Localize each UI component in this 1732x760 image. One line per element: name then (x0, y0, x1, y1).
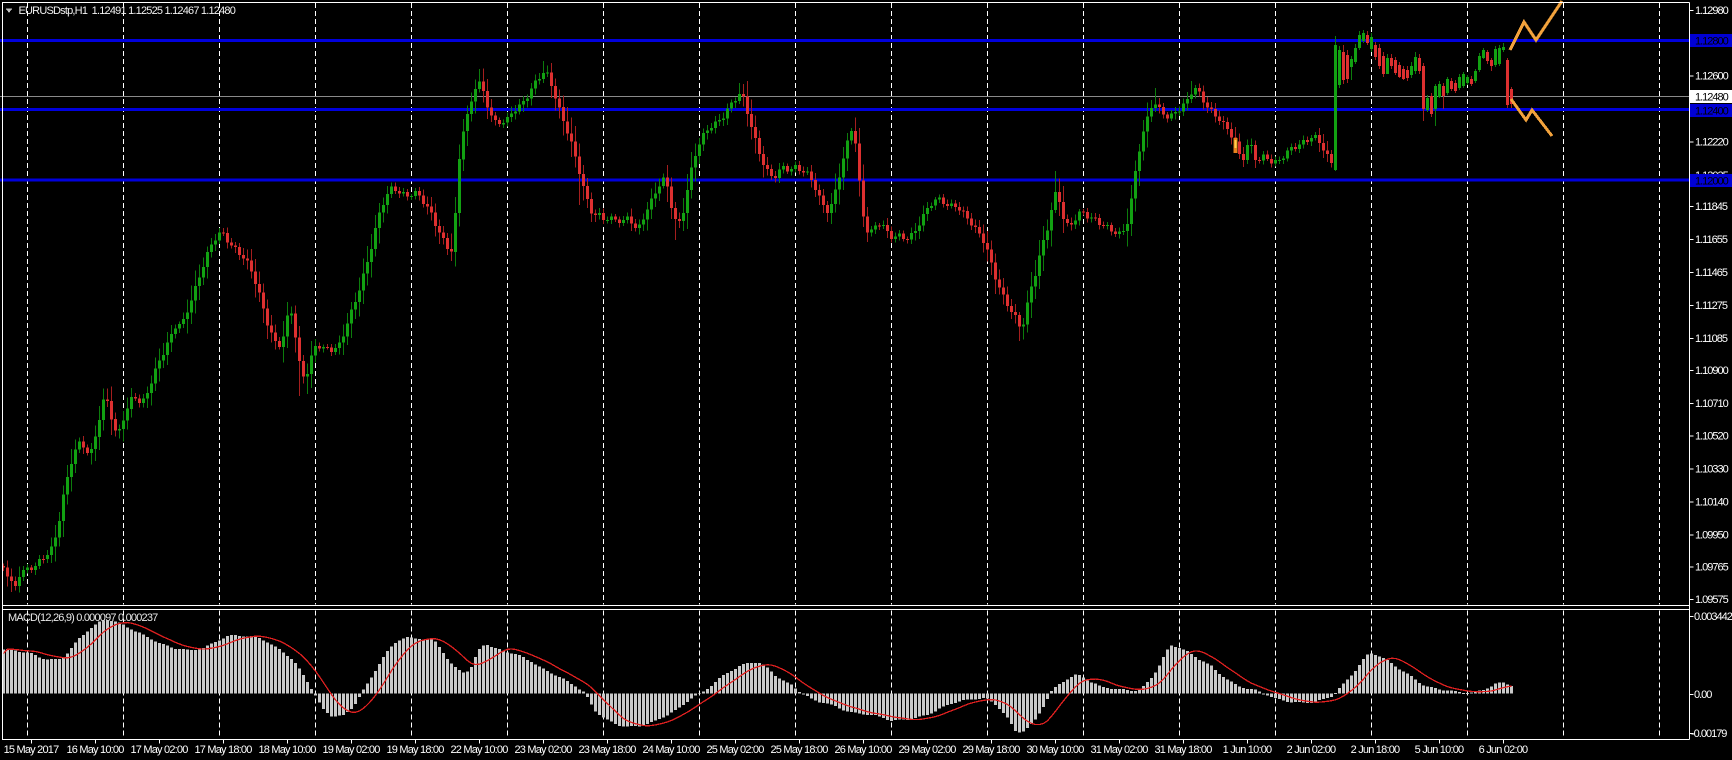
svg-text:17 May 02:00: 17 May 02:00 (130, 744, 188, 756)
svg-text:1.10140: 1.10140 (1695, 497, 1729, 509)
svg-text:18 May 10:00: 18 May 10:00 (258, 744, 316, 756)
svg-text:1.09765: 1.09765 (1695, 562, 1729, 574)
svg-text:31 May 02:00: 31 May 02:00 (1090, 744, 1148, 756)
svg-text:24 May 10:00: 24 May 10:00 (642, 744, 700, 756)
svg-text:1.12000: 1.12000 (1695, 176, 1729, 188)
svg-text:6 Jun 02:00: 6 Jun 02:00 (1479, 744, 1528, 756)
svg-text:5 Jun 10:00: 5 Jun 10:00 (1415, 744, 1464, 756)
svg-text:1.11655: 1.11655 (1695, 234, 1728, 246)
svg-text:1.09950: 1.09950 (1695, 530, 1729, 542)
svg-text:17 May 18:00: 17 May 18:00 (194, 744, 252, 756)
svg-text:EURUSDstp,H1 1.12491 1.12525: EURUSDstp,H1 1.12491 1.12525 1.12467 1.1… (19, 5, 236, 17)
svg-text:1 Jun 10:00: 1 Jun 10:00 (1223, 744, 1272, 756)
svg-text:1.11845: 1.11845 (1695, 201, 1728, 213)
svg-text:0.00: 0.00 (1694, 689, 1712, 701)
svg-text:1.11085: 1.11085 (1695, 333, 1728, 345)
svg-text:0.003442: 0.003442 (1694, 611, 1732, 623)
svg-text:25 May 18:00: 25 May 18:00 (770, 744, 828, 756)
svg-text:MACD(12,26,9) 0.000097 0.00023: MACD(12,26,9) 0.000097 0.000237 (8, 612, 158, 624)
svg-text:2 Jun 02:00: 2 Jun 02:00 (1287, 744, 1336, 756)
svg-text:1.12600: 1.12600 (1695, 71, 1729, 83)
svg-text:19 May 18:00: 19 May 18:00 (386, 744, 444, 756)
svg-text:1.11275: 1.11275 (1695, 300, 1728, 312)
svg-text:1.12980: 1.12980 (1695, 5, 1729, 17)
svg-text:19 May 02:00: 19 May 02:00 (322, 744, 380, 756)
svg-text:1.12400: 1.12400 (1695, 106, 1729, 118)
svg-text:22 May 10:00: 22 May 10:00 (450, 744, 508, 756)
svg-text:2 Jun 18:00: 2 Jun 18:00 (1351, 744, 1400, 756)
svg-text:30 May 10:00: 30 May 10:00 (1026, 744, 1084, 756)
svg-text:1.10710: 1.10710 (1695, 398, 1729, 410)
svg-text:16 May 10:00: 16 May 10:00 (66, 744, 124, 756)
svg-text:1.12480: 1.12480 (1695, 92, 1729, 104)
svg-text:25 May 02:00: 25 May 02:00 (706, 744, 764, 756)
svg-text:1.11465: 1.11465 (1695, 267, 1728, 279)
svg-text:31 May 18:00: 31 May 18:00 (1154, 744, 1212, 756)
svg-text:15 May 2017: 15 May 2017 (4, 744, 59, 756)
svg-text:1.12800: 1.12800 (1695, 36, 1729, 48)
svg-text:1.12220: 1.12220 (1695, 137, 1729, 149)
svg-text:1.09575: 1.09575 (1695, 594, 1729, 606)
svg-text:26 May 10:00: 26 May 10:00 (834, 744, 892, 756)
svg-text:1.10900: 1.10900 (1695, 365, 1729, 377)
svg-text:23 May 02:00: 23 May 02:00 (514, 744, 572, 756)
svg-text:29 May 18:00: 29 May 18:00 (962, 744, 1020, 756)
svg-text:29 May 02:00: 29 May 02:00 (898, 744, 956, 756)
svg-text:1.10330: 1.10330 (1695, 464, 1729, 476)
svg-text:23 May 18:00: 23 May 18:00 (578, 744, 636, 756)
svg-text:1.10520: 1.10520 (1695, 431, 1729, 443)
svg-text:-0.00179: -0.00179 (1691, 728, 1727, 740)
